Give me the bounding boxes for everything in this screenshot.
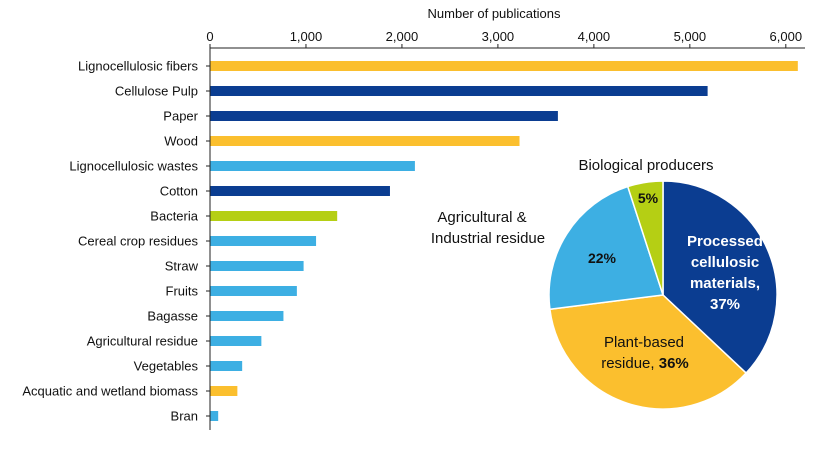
bar [210,311,284,321]
pie-slice [549,294,748,410]
slice-value-label: 22% [588,250,617,266]
bar [210,336,262,346]
bar [210,186,390,196]
agricultural-label-line1: Agricultural & [437,209,526,226]
x-tick-label: 3,000 [482,29,515,44]
bar [210,411,219,421]
category-label: Cotton [160,184,198,199]
pie-chart: Biological producers Agricultural & Indust… [431,157,778,410]
x-tick-label: 6,000 [770,29,803,44]
bar [210,61,798,71]
bar [210,286,297,296]
bar [210,136,520,146]
category-label: Bran [171,409,198,424]
category-label: Lignocellulosic wastes [69,159,198,174]
x-tick-label: 2,000 [386,29,419,44]
processed-label-line: 37% [710,296,740,313]
bar [210,86,708,96]
slice-value-label: 5% [638,190,659,206]
bar [210,211,338,221]
plant-label-value: 36% [659,355,689,372]
bar [210,161,415,171]
category-label: Bacteria [150,209,198,224]
bar [210,386,238,396]
plant-label-text: residue, [601,355,659,372]
category-label: Agricultural residue [87,334,198,349]
category-label: Wood [164,134,198,149]
category-label: Cellulose Pulp [115,84,198,99]
bar [210,361,243,371]
pie-slice [626,180,664,296]
x-tick-label: 0 [206,29,213,44]
category-label: Lignocellulosic fibers [78,59,198,74]
x-axis-title: Number of publications [428,6,561,21]
bar-chart: Number of publications 0 1,000 2,000 3,000 4,… [22,6,805,430]
bar [210,261,304,271]
processed-label-line: cellulosic [691,254,759,271]
category-label: Straw [165,259,199,274]
plant-label-line2: residue, 36% [601,355,689,372]
category-label: Vegetables [134,359,199,374]
category-label: Acquatic and wetland biomass [22,384,198,399]
processed-label-line: Processed [687,233,763,250]
category-label: Paper [163,109,198,124]
bar [210,111,558,121]
plant-label-line1: Plant-based [604,334,684,351]
x-tick-label: 4,000 [578,29,611,44]
pie-slice [548,185,664,311]
processed-label-line: materials, [690,275,760,292]
x-tick-label: 5,000 [674,29,707,44]
category-label: Bagasse [147,309,198,324]
agricultural-label-line2: Industrial residue [431,230,545,247]
bar [210,236,317,246]
category-label: Cereal crop residues [78,234,198,249]
pie-slice [662,180,778,375]
category-label: Fruits [166,284,199,299]
biological-producers-label: Biological producers [578,157,713,174]
x-tick-label: 1,000 [290,29,323,44]
